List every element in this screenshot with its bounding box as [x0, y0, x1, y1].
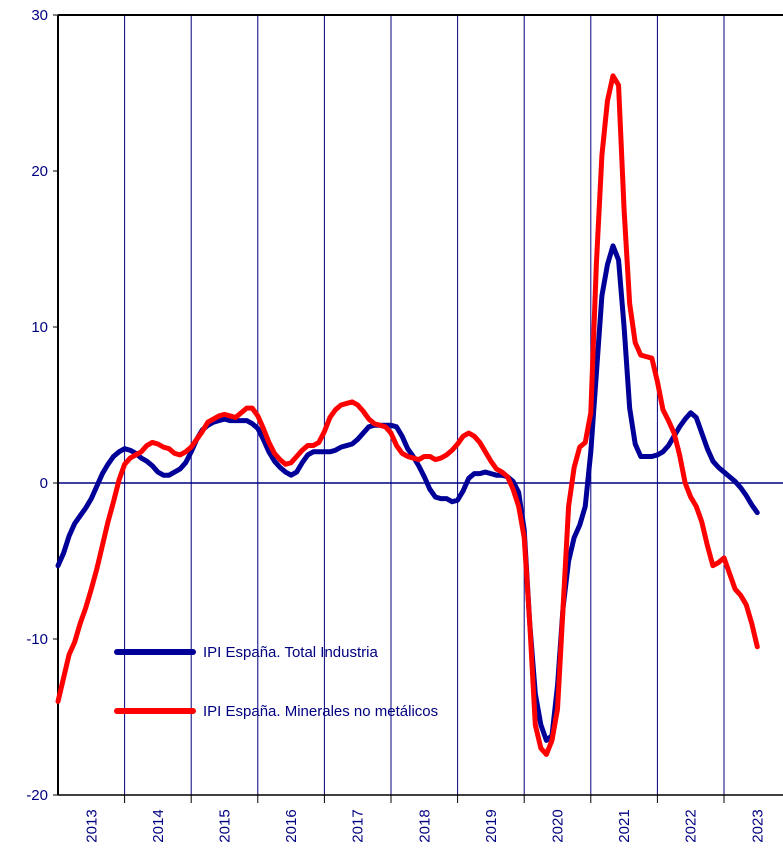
series-line [55, 73, 760, 757]
x-tick-label: 2017 [350, 809, 367, 842]
legend-label: IPI España. Minerales no metálicos [203, 703, 438, 720]
x-tick-label: 2018 [416, 809, 433, 842]
x-tick-label: 2022 [683, 809, 700, 842]
series-line [55, 243, 760, 743]
x-tick-label: 2014 [150, 809, 167, 842]
x-tick-label: 2016 [283, 809, 300, 842]
x-tick-label: 2013 [83, 809, 100, 842]
y-tick-label: -10 [26, 631, 48, 648]
x-tick-label: 2015 [217, 809, 234, 842]
y-tick-label: -20 [26, 787, 48, 804]
y-tick-label: 20 [31, 163, 48, 180]
x-tick-label: 2020 [550, 809, 567, 842]
legend-label: IPI España. Total Industria [203, 644, 378, 661]
x-tick-label: 2021 [616, 809, 633, 842]
y-tick-label: 0 [40, 475, 48, 492]
x-tick-label: 2023 [749, 809, 766, 842]
x-tick-label: 2019 [483, 809, 500, 842]
y-tick-label: 10 [31, 319, 48, 336]
y-tick-label: 30 [31, 7, 48, 24]
